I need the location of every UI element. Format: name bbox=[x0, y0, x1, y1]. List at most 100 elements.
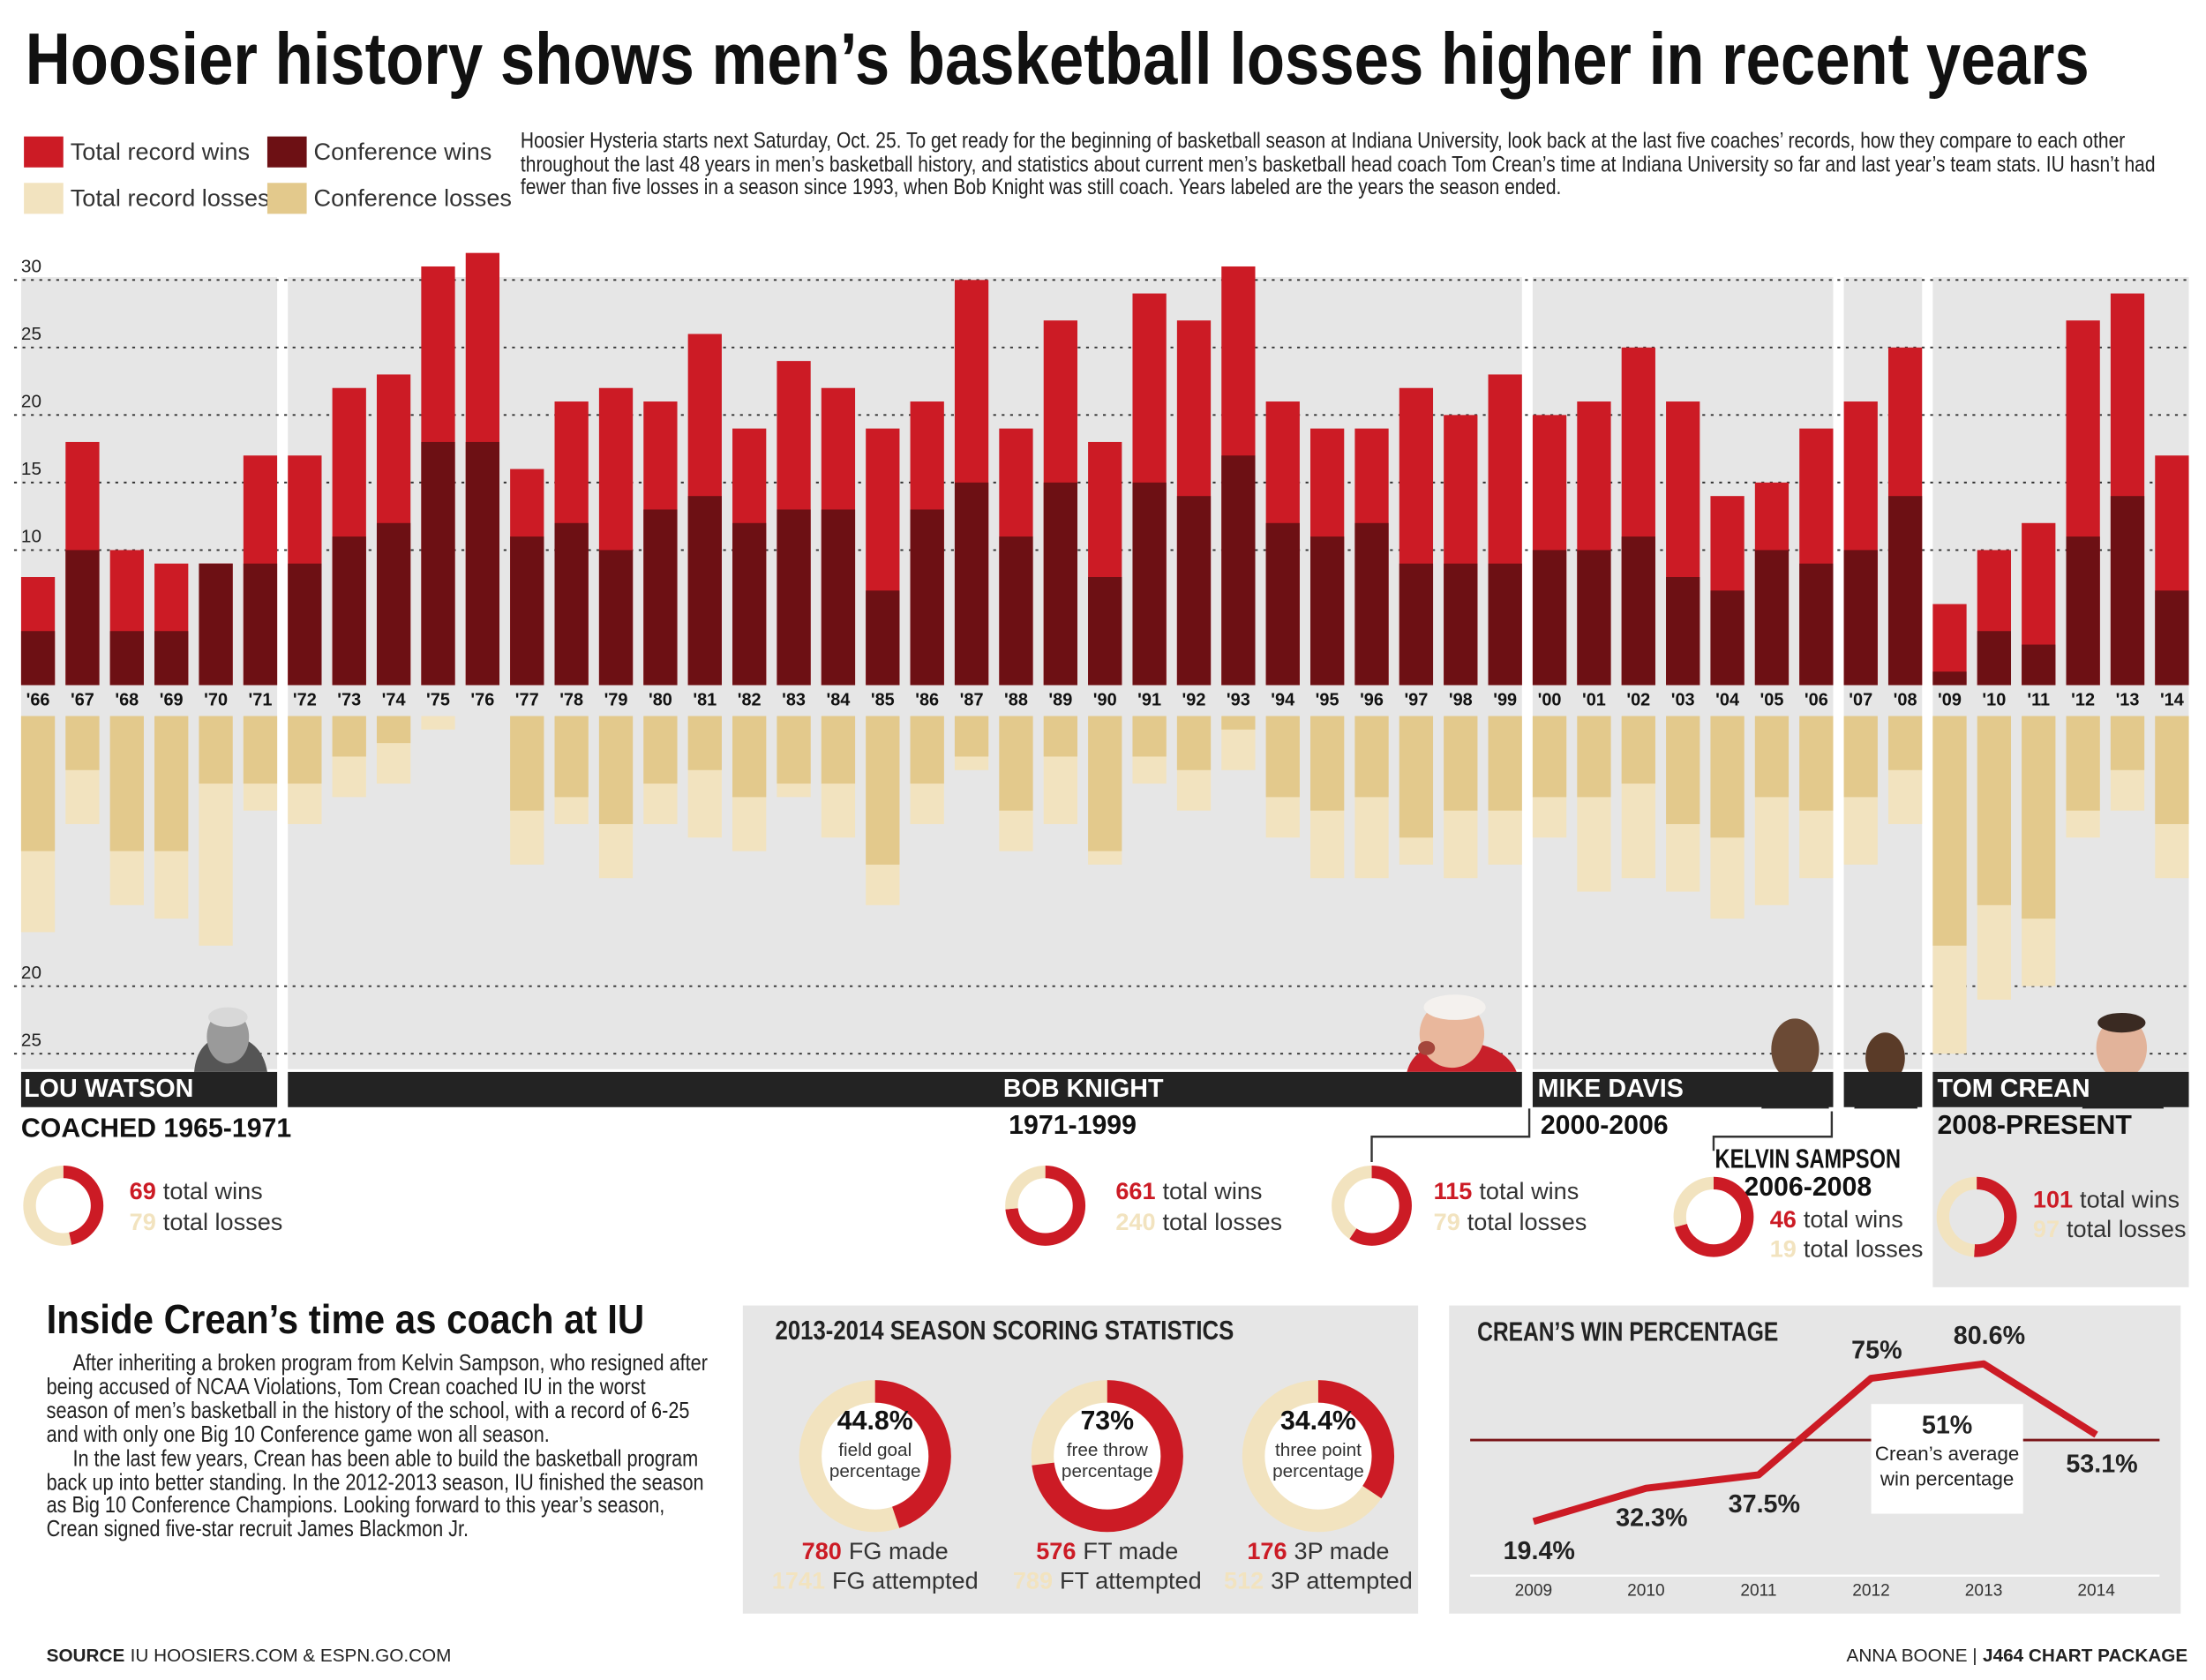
stat-number: 79 bbox=[130, 1208, 156, 1235]
x-tick-label: '12 bbox=[2071, 690, 2095, 709]
win-bar bbox=[510, 536, 544, 686]
stat-label: total wins bbox=[1479, 1177, 1579, 1204]
x-tick-label: 2014 bbox=[2077, 1581, 2115, 1600]
stat-number: 46 bbox=[1770, 1205, 1797, 1233]
loss-bar bbox=[999, 716, 1033, 811]
x-tick-label: '04 bbox=[1715, 690, 1739, 709]
photo-head bbox=[1771, 1018, 1820, 1081]
x-tick-label: '92 bbox=[1182, 690, 1206, 709]
coach-years: 2006-2008 bbox=[1744, 1173, 1872, 1202]
win-bar bbox=[1532, 550, 1567, 686]
stat-line: 512 3P attempted bbox=[1224, 1567, 1413, 1594]
data-label: 32.3% bbox=[1616, 1504, 1687, 1532]
credit-package: J464 CHART PACKAGE bbox=[1983, 1646, 2187, 1667]
loss-bar bbox=[866, 716, 900, 865]
legend-swatch bbox=[266, 136, 307, 168]
stat-label: FT attempted bbox=[1060, 1567, 1202, 1594]
y-tick-label: 15 bbox=[21, 459, 41, 479]
loss-bar bbox=[1754, 716, 1790, 798]
loss-bar bbox=[2155, 716, 2189, 824]
description-box: Hoosier Hysteria starts next Saturday, O… bbox=[520, 129, 2156, 200]
x-tick-label: '85 bbox=[871, 690, 895, 709]
reference-caption: Crean’s average win percentage bbox=[1874, 1442, 2020, 1490]
x-tick-label: 2009 bbox=[1515, 1581, 1553, 1600]
donut-losses bbox=[1673, 1176, 1754, 1257]
stat-line: 69 total wins bbox=[130, 1177, 263, 1204]
loss-bar bbox=[1799, 716, 1834, 811]
x-tick-label: '14 bbox=[2160, 690, 2184, 709]
x-tick-label: '90 bbox=[1093, 690, 1117, 709]
stat-line: 780 FG made bbox=[802, 1537, 949, 1564]
x-tick-label: '98 bbox=[1449, 690, 1473, 709]
loss-bar bbox=[643, 716, 678, 784]
loss-bar bbox=[1710, 716, 1745, 838]
data-label: 37.5% bbox=[1729, 1490, 1800, 1519]
x-tick-label: '70 bbox=[204, 690, 228, 709]
x-tick-label: '87 bbox=[960, 690, 984, 709]
stat-line: 97 total losses bbox=[2033, 1215, 2187, 1242]
win-bar bbox=[1887, 496, 1923, 686]
win-bar bbox=[1577, 550, 1611, 686]
data-label: 19.4% bbox=[1504, 1537, 1575, 1565]
pct-desc-box: three point percentage bbox=[1272, 1439, 1364, 1481]
stat-label: FG attempted bbox=[832, 1567, 979, 1594]
x-tick-label: 2012 bbox=[1852, 1581, 1890, 1600]
description: Hoosier Hysteria starts next Saturday, O… bbox=[520, 129, 2156, 200]
credit: ANNA BOONE | J464 CHART PACKAGE bbox=[1847, 1646, 2188, 1667]
stat-label: 3P attempted bbox=[1271, 1567, 1413, 1594]
stat-number: 79 bbox=[1434, 1208, 1460, 1235]
x-tick-label: '97 bbox=[1404, 690, 1428, 709]
connector bbox=[1370, 1108, 1531, 1162]
stat-line: 1741 FG attempted bbox=[772, 1567, 979, 1594]
stat-label: total losses bbox=[1804, 1235, 1924, 1263]
coach-years: COACHED 1965-1971 bbox=[21, 1114, 291, 1143]
win-bar bbox=[2110, 496, 2145, 686]
loss-bar bbox=[376, 716, 411, 744]
legend-label: Conference wins bbox=[314, 138, 492, 165]
win-bar bbox=[1621, 536, 1655, 686]
loss-bar bbox=[109, 716, 144, 851]
x-tick-label: '81 bbox=[693, 690, 717, 709]
legend-swatch bbox=[24, 136, 64, 168]
legend-label: Conference losses bbox=[314, 184, 512, 212]
name-band bbox=[288, 1071, 1522, 1107]
win-bar bbox=[643, 509, 678, 686]
stat-line: 19 total losses bbox=[1770, 1235, 1924, 1263]
x-tick-label: '08 bbox=[1894, 690, 1917, 709]
win-bar bbox=[288, 563, 322, 686]
y-tick-label: 25 bbox=[21, 324, 41, 344]
stat-label: total wins bbox=[1804, 1205, 1903, 1233]
chart-title: CREAN’S WIN PERCENTAGE bbox=[1477, 1317, 1778, 1346]
story-paragraph: In the last few years, Crean has been ab… bbox=[46, 1447, 704, 1542]
stat-line: 79 total losses bbox=[130, 1208, 283, 1235]
donut-losses bbox=[23, 1165, 104, 1246]
win-bar bbox=[65, 550, 100, 686]
photo-hair bbox=[1423, 994, 1486, 1020]
loss-bar bbox=[1043, 716, 1077, 757]
connector bbox=[1712, 1111, 1834, 1151]
pct-desc-box: field goal percentage bbox=[829, 1439, 921, 1481]
coach-name: BOB KNIGHT bbox=[1003, 1075, 1164, 1103]
win-bar bbox=[332, 536, 366, 686]
donut-pct bbox=[799, 1380, 951, 1533]
loss-bar bbox=[1666, 716, 1700, 824]
win-bar bbox=[554, 522, 589, 686]
x-tick-label: '74 bbox=[382, 690, 406, 709]
x-tick-label: '69 bbox=[160, 690, 184, 709]
loss-bar bbox=[910, 716, 944, 784]
x-tick-label: '80 bbox=[649, 690, 672, 709]
coach-name: MIKE DAVIS bbox=[1538, 1075, 1684, 1103]
loss-bar bbox=[199, 716, 233, 784]
x-tick-label: '88 bbox=[1004, 690, 1028, 709]
win-bar bbox=[777, 509, 811, 686]
pct-label: 73% bbox=[1080, 1406, 1134, 1436]
loss-bar bbox=[687, 716, 722, 770]
stat-line: 115 total wins bbox=[1434, 1177, 1579, 1204]
stat-label: total losses bbox=[1163, 1208, 1283, 1235]
stat-line: 240 total losses bbox=[1115, 1208, 1282, 1235]
y2-tick-label: 20 bbox=[21, 963, 41, 983]
win-bar bbox=[465, 441, 500, 686]
stat-label: total losses bbox=[2067, 1215, 2187, 1242]
loss-bar bbox=[554, 716, 589, 798]
